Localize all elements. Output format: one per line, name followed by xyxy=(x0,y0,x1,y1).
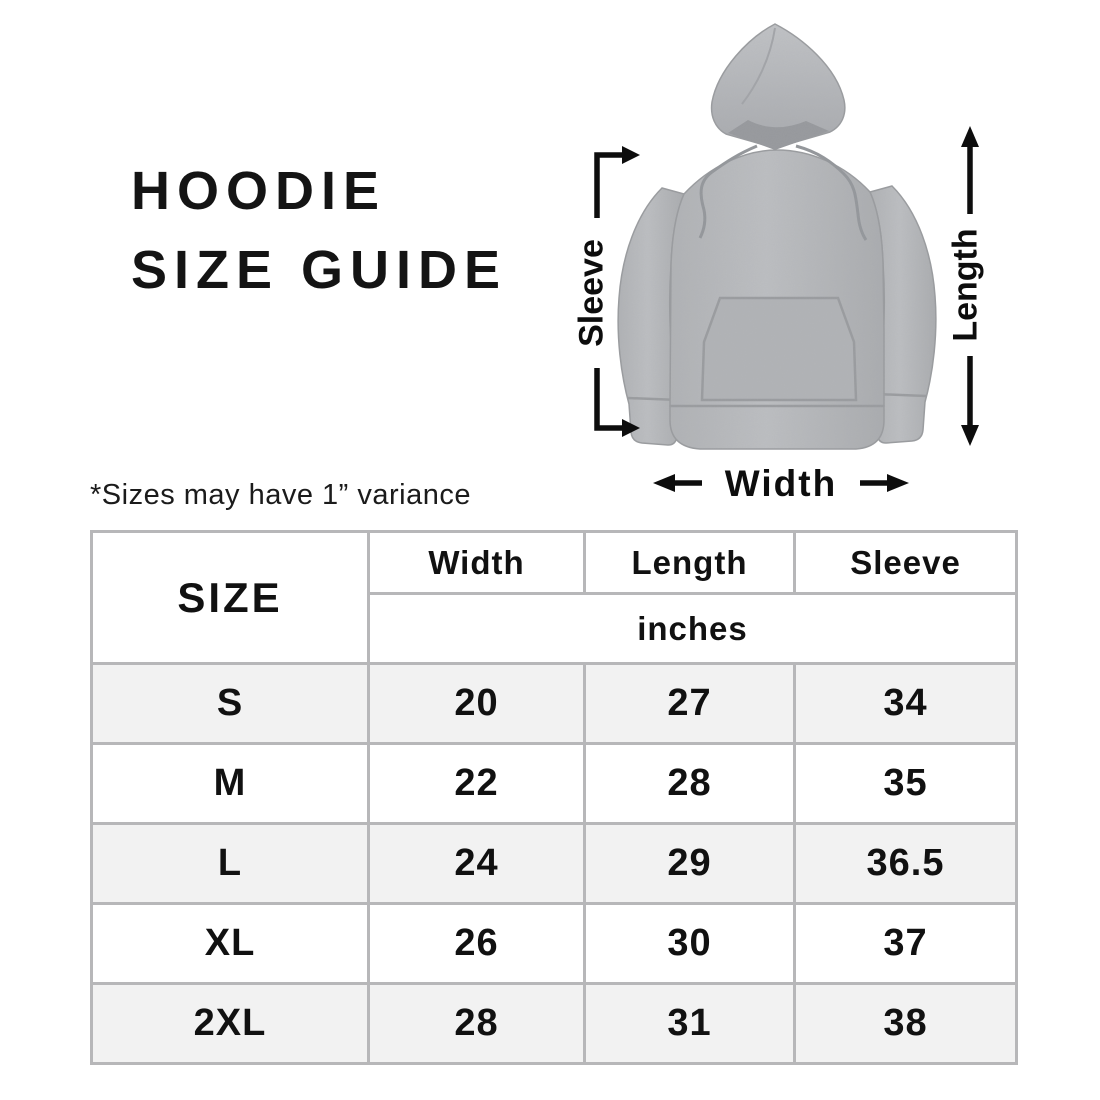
width-value: 26 xyxy=(367,902,586,985)
size-label: XL xyxy=(90,902,370,985)
sleeve-value: 36.5 xyxy=(793,822,1018,905)
table-row: S 20 27 34 xyxy=(90,662,1018,745)
table-row: L 24 29 36.5 xyxy=(90,822,1018,905)
sleeve-value: 37 xyxy=(793,902,1018,985)
sleeve-value: 38 xyxy=(793,982,1018,1065)
length-value: 28 xyxy=(583,742,796,825)
hoodie-illustration xyxy=(617,23,937,450)
size-label: S xyxy=(90,662,370,745)
sleeve-value: 34 xyxy=(793,662,1018,745)
length-value: 29 xyxy=(583,822,796,905)
table-row: M 22 28 35 xyxy=(90,742,1018,825)
width-value: 22 xyxy=(367,742,586,825)
size-label: M xyxy=(90,742,370,825)
sleeve-value: 35 xyxy=(793,742,1018,825)
unit-header: inches xyxy=(367,592,1018,665)
width-left-arrow xyxy=(653,474,702,492)
length-arrow xyxy=(961,126,979,446)
length-value: 27 xyxy=(583,662,796,745)
hoodie-diagram xyxy=(594,23,979,492)
size-column-header: SIZE xyxy=(90,530,370,665)
sleeve-column-header: Sleeve xyxy=(793,530,1018,595)
length-column-header: Length xyxy=(583,530,796,595)
width-value: 24 xyxy=(367,822,586,905)
page-title: HOODIE SIZE GUIDE xyxy=(131,152,507,310)
width-right-arrow xyxy=(860,474,909,492)
width-value: 28 xyxy=(367,982,586,1065)
sleeve-axis-label: Sleeve xyxy=(572,239,611,347)
sleeve-arrow xyxy=(594,146,640,437)
width-value: 20 xyxy=(367,662,586,745)
length-value: 30 xyxy=(583,902,796,985)
size-label: 2XL xyxy=(90,982,370,1065)
length-axis-label: Length xyxy=(946,228,985,342)
size-table: SIZE Width Length Sleeve inches S 20 27 … xyxy=(90,530,1018,1065)
width-column-header: Width xyxy=(367,530,586,595)
table-row: XL 26 30 37 xyxy=(90,902,1018,985)
table-row: 2XL 28 31 38 xyxy=(90,982,1018,1065)
length-value: 31 xyxy=(583,982,796,1065)
variance-note: *Sizes may have 1” variance xyxy=(90,479,471,511)
width-axis-label: Width xyxy=(724,463,838,504)
size-label: L xyxy=(90,822,370,905)
title-line-1: HOODIE xyxy=(131,161,387,221)
title-line-2: SIZE GUIDE xyxy=(131,240,508,300)
